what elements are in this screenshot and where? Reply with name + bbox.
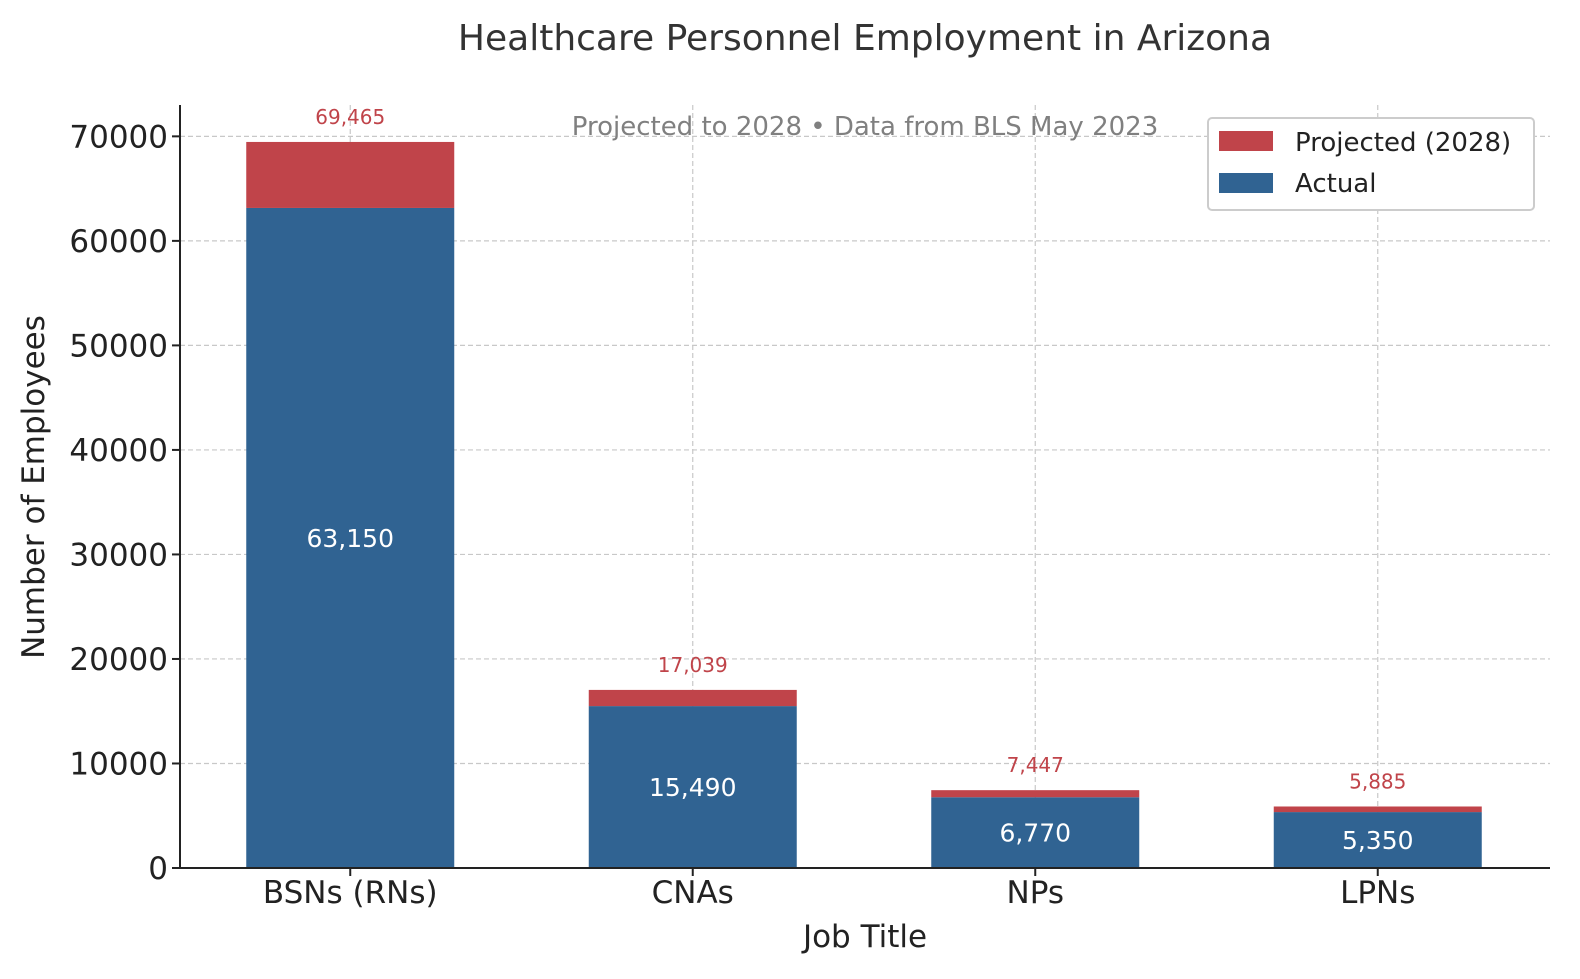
data-label-actual: 6,770 [999,819,1071,848]
data-label-total: 7,447 [1007,753,1064,777]
x-ticks: BSNs (RNs) CNAs NPs LPNs [263,868,1415,911]
y-tick-label: 20000 [69,642,168,678]
y-tick-label: 40000 [69,433,168,469]
chart-title: Healthcare Personnel Employment in Arizo… [458,18,1272,59]
bar-projected [246,141,455,208]
y-tick-label: 30000 [69,537,168,573]
y-ticks: 0 10000 20000 30000 40000 50000 60000 70000 [69,119,180,887]
y-tick-label: 60000 [69,224,168,260]
data-labels: 63,150 69,465 15,490 17,039 6,770 7,447 5,350 5… [307,105,1414,855]
y-tick-label: 0 [148,851,168,887]
x-tick-label: BSNs (RNs) [263,875,438,911]
legend-swatch-actual [1219,173,1273,193]
y-tick-label: 70000 [69,119,168,155]
data-label-actual: 15,490 [649,773,736,802]
y-tick-label: 50000 [69,328,168,364]
bars [246,141,1482,868]
data-label-total: 5,885 [1349,769,1406,793]
bar-actual [588,706,797,868]
legend-swatch-projected [1219,131,1273,151]
data-label-actual: 63,150 [307,524,394,553]
data-label-total: 17,039 [658,653,728,677]
x-tick-label: CNAs [652,875,734,911]
legend-label-actual: Actual [1295,169,1376,199]
data-label-total: 69,465 [315,105,385,129]
y-tick-label: 10000 [69,746,168,782]
legend-label-projected: Projected (2028) [1295,128,1511,158]
bar-projected [931,790,1140,798]
legend: Projected (2028) Actual [1207,117,1535,211]
x-axis-label: Job Title [801,919,927,955]
bar-projected [588,689,797,707]
chart-subtitle: Projected to 2028 • Data from BLS May 20… [572,112,1159,142]
bar-projected [1273,806,1482,813]
data-label-actual: 5,350 [1342,826,1414,855]
bar-actual [246,207,455,868]
x-tick-label: LPNs [1340,875,1415,911]
x-tick-label: NPs [1007,875,1065,911]
legend-box [1207,117,1535,211]
bar-actual [1273,812,1482,868]
y-axis-label: Number of Employees [16,315,52,659]
bar-actual [931,797,1140,868]
